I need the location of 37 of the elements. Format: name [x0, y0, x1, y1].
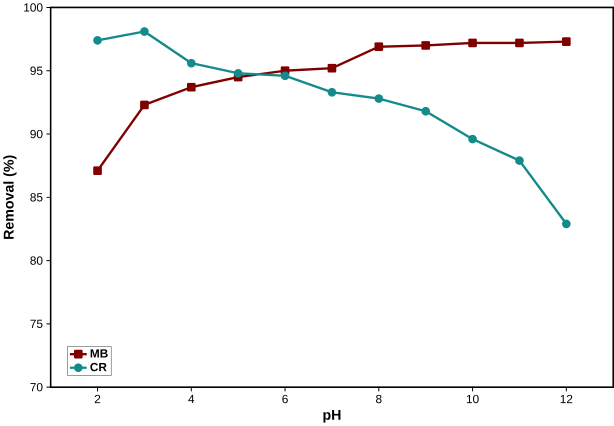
point [515, 156, 524, 165]
point [562, 220, 571, 228]
x-axis-title: pH [323, 410, 340, 423]
point [468, 134, 477, 144]
point [374, 42, 384, 52]
point [140, 27, 149, 36]
y-tick-label: 90 [30, 130, 43, 138]
point [186, 58, 196, 68]
point [93, 166, 102, 176]
x-tick-label: 4 [188, 394, 194, 403]
point [280, 71, 290, 80]
point [140, 100, 149, 110]
point [234, 68, 243, 78]
x-tick-label: 10 [466, 394, 479, 404]
legend-label: CR [90, 362, 107, 372]
y-tick-label: 70 [30, 383, 43, 392]
x-tick-label: 2 [94, 394, 100, 404]
point [374, 94, 384, 103]
x-tick-label: 6 [282, 394, 288, 404]
y-tick-label: 100 [24, 3, 43, 12]
point [562, 37, 571, 46]
point [515, 38, 524, 48]
y-axis-title: Removal (%) [3, 156, 17, 239]
point [421, 106, 430, 116]
x-tick-label: 12 [560, 394, 572, 404]
point [328, 88, 336, 97]
point [468, 38, 477, 48]
point [421, 41, 430, 50]
point [328, 64, 336, 73]
legend-label: MB [90, 349, 108, 358]
point [186, 82, 196, 92]
y-tick-label: 85 [30, 193, 42, 202]
y-tick-label: 80 [30, 256, 43, 265]
y-tick-label: 95 [30, 66, 42, 75]
point [93, 36, 102, 45]
y-tick-label: 75 [30, 320, 42, 328]
x-tick-label: 8 [376, 394, 382, 404]
